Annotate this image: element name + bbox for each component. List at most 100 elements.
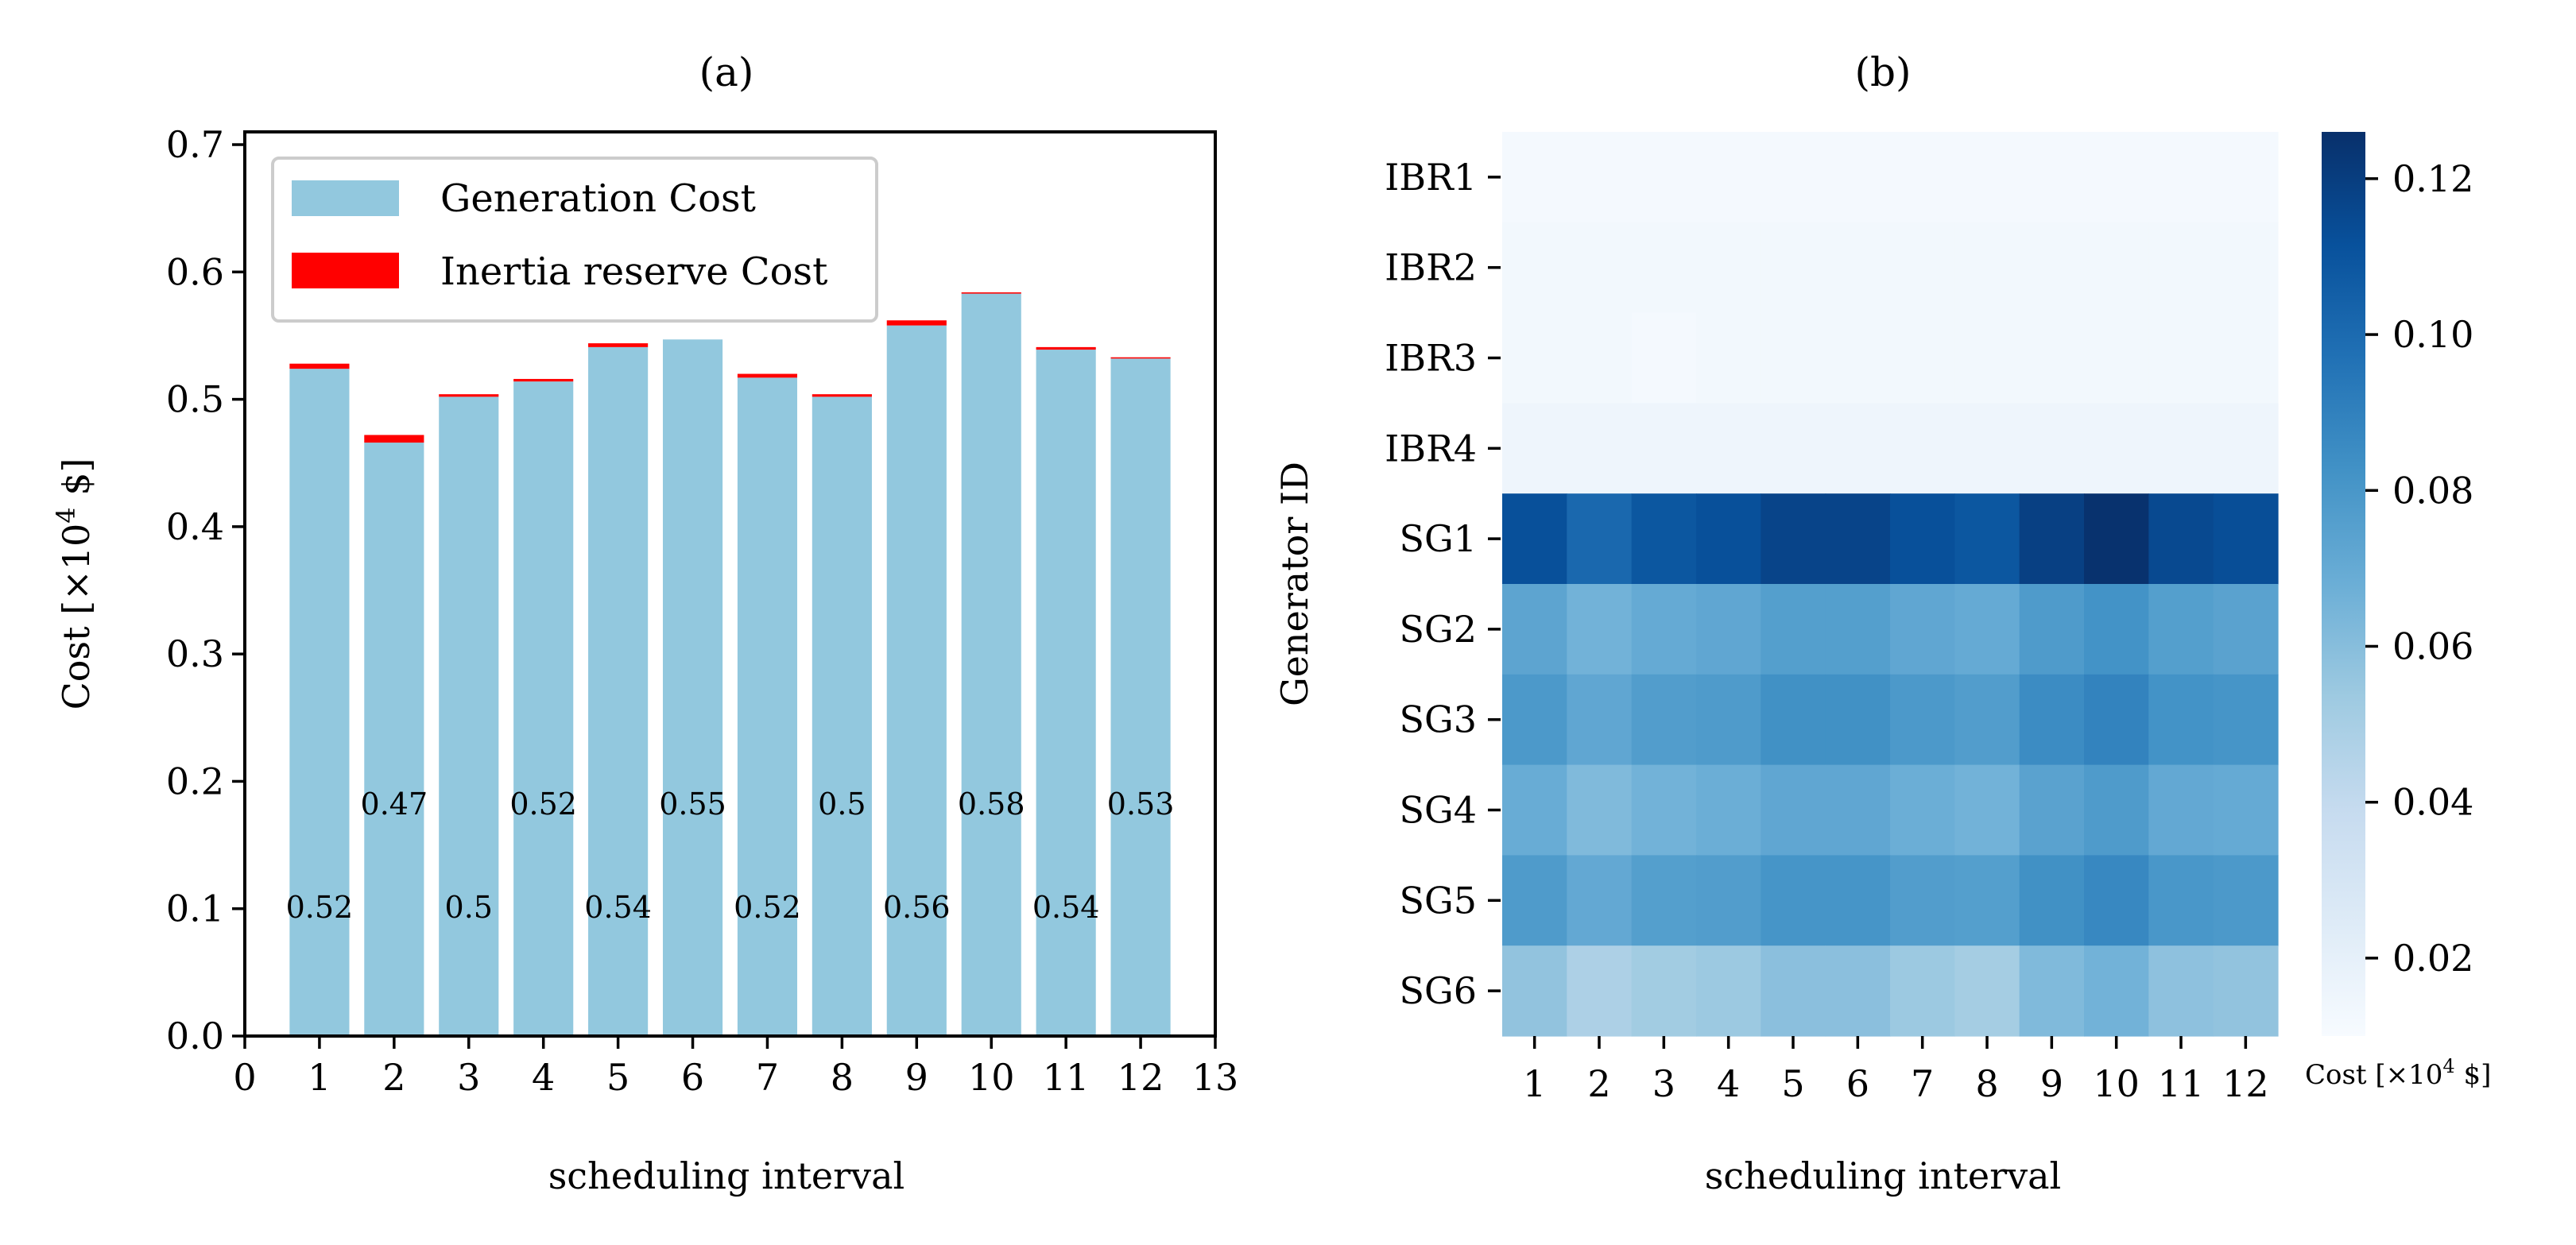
heatmap-cell (2148, 493, 2214, 585)
heatmap-cell (1631, 584, 1697, 675)
heatmap-cell (1502, 584, 1567, 675)
heatmap-y-tick-label: IBR1 (1385, 156, 1477, 199)
colorbar-ticks: 0.02 0.04 0.06 0.08 0.10 0.12 (2365, 157, 2473, 980)
y-tick-label: 0.2 (166, 760, 224, 802)
y-tick-label: 0.3 (166, 632, 224, 675)
heatmap-cell (2019, 493, 2085, 585)
heatmap-cell (1631, 764, 1697, 856)
legend-label-generation-cost: Generation Cost (440, 176, 756, 221)
bar-generation-cost (588, 346, 649, 1036)
heatmap-x-tick-label: 3 (1652, 1062, 1675, 1105)
x-tick-label: 9 (905, 1056, 928, 1099)
colorbar-tick-label: 0.02 (2392, 937, 2473, 980)
heatmap-y-axis-label: Generator ID (1273, 462, 1316, 706)
heatmap-cell (1696, 493, 1761, 585)
heatmap-cell (1631, 674, 1697, 766)
heatmap-cell (1890, 584, 1955, 675)
heatmap-cell (1761, 222, 1826, 314)
heatmap-cell (2213, 584, 2279, 675)
heatmap-x-tick-label: 8 (1975, 1062, 1998, 1105)
heatmap-cell (1502, 403, 1567, 494)
x-tick-label: 11 (1043, 1056, 1090, 1099)
heatmap-cell (2213, 222, 2279, 314)
heatmap-cell (1761, 312, 1826, 404)
data-label: 0.5 (445, 890, 493, 925)
heatmap-cell (1825, 222, 1891, 314)
legend-label-inertia-reserve-cost: Inertia reserve Cost (440, 249, 827, 294)
colorbar-tick-label: 0.06 (2392, 624, 2473, 667)
heatmap-cell (1696, 764, 1761, 856)
bar-generation-cost (662, 339, 723, 1036)
x-tick-label: 13 (1192, 1056, 1239, 1099)
heatmap-cell (1890, 945, 1955, 1037)
colorbar-label-exponent: 4 (2442, 1055, 2454, 1077)
data-label: 0.54 (1032, 890, 1100, 925)
heatmap-cell (1954, 312, 2020, 404)
heatmap-cell (1954, 945, 2020, 1037)
x-tick-label: 8 (831, 1056, 854, 1099)
heatmap-cell (1502, 855, 1567, 946)
heatmap-cell (1825, 674, 1891, 766)
data-label: 0.52 (286, 890, 354, 925)
data-label: 0.5 (818, 787, 866, 822)
heatmap-cell (1954, 493, 2020, 585)
data-label: 0.56 (883, 890, 951, 925)
heatmap-cell (2084, 945, 2149, 1037)
heatmap-y-tick-label: SG1 (1399, 517, 1477, 560)
heatmap-cell (2148, 584, 2214, 675)
x-tick-label: 7 (756, 1056, 779, 1099)
legend-frame (271, 157, 878, 323)
bar-inertia-reserve-cost (364, 435, 424, 443)
bar-inertia-reserve-cost (588, 343, 649, 347)
bar-generation-cost (364, 443, 424, 1036)
bar-generation-cost (1110, 358, 1171, 1037)
heatmap-cell (2148, 945, 2214, 1037)
x-tick-label: 5 (606, 1056, 629, 1099)
heatmap-cell (1825, 403, 1891, 494)
plot-frame (243, 130, 1217, 1038)
y-tick-label: 0.4 (166, 505, 224, 548)
bar-inertia-reserve-cost (1110, 357, 1171, 359)
heatmap-cell (1761, 584, 1826, 675)
legend-swatch-generation-cost (292, 180, 399, 216)
heatmap-cell (2084, 855, 2149, 946)
heatmap-cell (2213, 674, 2279, 766)
heatmap-cell (2019, 674, 2085, 766)
bar-inertia-reserve-cost (886, 320, 947, 326)
heatmap-cell (1761, 493, 1826, 585)
heatmap-cell (1825, 764, 1891, 856)
heatmap-cell (1696, 584, 1761, 675)
y-tick-label: 0.1 (166, 887, 224, 930)
data-label: 0.53 (1107, 787, 1175, 822)
data-label: 0.52 (509, 787, 577, 822)
x-tick-label: 1 (308, 1056, 331, 1099)
heatmap-cell (1825, 584, 1891, 675)
heatmap-cell (1567, 764, 1633, 856)
x-tick-label: 3 (457, 1056, 480, 1099)
heatmap-cell (2084, 674, 2149, 766)
heatmap-cell (2019, 584, 2085, 675)
bar-generation-cost (737, 377, 798, 1037)
heatmap-cell (2019, 403, 2085, 494)
y-axis-ticks: 0.0 0.1 0.2 0.3 0.4 0.5 0.6 0.7 (166, 123, 245, 1057)
bar-generation-cost (886, 325, 947, 1036)
heatmap-cell (1567, 493, 1633, 585)
heatmap-cell (2213, 493, 2279, 585)
heatmap-cell (2084, 403, 2149, 494)
bar-series-group (289, 292, 1171, 1037)
heatmap-cell (1567, 945, 1633, 1037)
heatmap-y-tick-label: IBR2 (1385, 246, 1477, 289)
y-axis-label: Cost [×104 $] (51, 458, 98, 710)
heatmap-cell (1825, 855, 1891, 946)
heatmap-x-tick-label: 9 (2040, 1062, 2063, 1105)
data-label: 0.54 (584, 890, 652, 925)
heatmap-x-axis-label: scheduling interval (1705, 1154, 2062, 1197)
heatmap-cell (1761, 674, 1826, 766)
heatmap-cell (1825, 312, 1891, 404)
y-tick-label: 0.0 (166, 1015, 224, 1057)
heatmap-cell (1890, 855, 1955, 946)
bar-generation-cost (439, 396, 499, 1036)
bar-generation-cost (1036, 350, 1096, 1037)
data-labels-group: 0.52 0.47 0.5 0.52 0.54 0.55 0.52 0.5 0.56 0.58 0.… (286, 787, 1175, 925)
heatmap-cell (2084, 312, 2149, 404)
